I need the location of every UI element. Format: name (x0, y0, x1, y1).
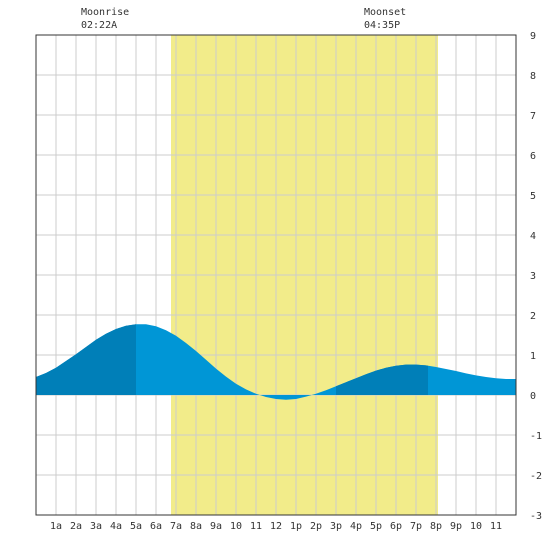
y-tick-label: 0 (530, 391, 536, 402)
y-tick-label: 6 (530, 151, 536, 162)
y-tick-label: 9 (530, 31, 536, 42)
x-tick-label: 7p (410, 521, 422, 532)
x-tick-label: 10 (470, 521, 482, 532)
plot-border (35, 34, 517, 516)
moonset-label: Moonset (364, 7, 406, 18)
y-tick-label: 5 (530, 191, 536, 202)
tide-area-dark-band (36, 324, 136, 395)
x-tick-label: 1p (290, 521, 302, 532)
x-tick-label: 4p (350, 521, 362, 532)
x-tick-label: 6p (390, 521, 402, 532)
x-tick-label: 2a (70, 521, 82, 532)
x-tick-labels: 1a 2a 3a 4a 5a 6a 7a 8a 9a 10 11 12 1p 2p 3p 4p 5p 6p 7p 8p… (50, 521, 502, 532)
moonrise-time: 02:22A (81, 20, 117, 31)
x-tick-label: 4a (110, 521, 122, 532)
moonset-time: 04:35P (364, 20, 400, 31)
y-tick-label: 4 (530, 231, 536, 242)
y-tick-label: -1 (530, 431, 542, 442)
x-tick-label: 3a (90, 521, 102, 532)
x-tick-label: 9a (210, 521, 222, 532)
y-tick-label: 3 (530, 271, 536, 282)
x-tick-label: 5p (370, 521, 382, 532)
x-tick-label: 12 (270, 521, 282, 532)
x-tick-label: 9p (450, 521, 462, 532)
y-tick-labels: 9 8 7 6 5 4 3 2 1 0 -1 -2 -3 (530, 31, 542, 522)
x-tick-label: 1a (50, 521, 62, 532)
x-tick-label: 2p (310, 521, 322, 532)
y-tick-label: 2 (530, 311, 536, 322)
x-tick-label: 3p (330, 521, 342, 532)
tide-area-dark-band (336, 364, 428, 395)
y-tick-label: -3 (530, 511, 542, 522)
y-tick-label: 8 (530, 71, 536, 82)
y-tick-label: 1 (530, 351, 536, 362)
x-tick-label: 11 (250, 521, 262, 532)
y-tick-label: -2 (530, 471, 542, 482)
moonrise-label: Moonrise (81, 7, 129, 18)
x-tick-label: 7a (170, 521, 182, 532)
x-tick-label: 5a (130, 521, 142, 532)
x-tick-label: 8a (190, 521, 202, 532)
x-tick-label: 8p (430, 521, 442, 532)
x-tick-label: 11 (490, 521, 502, 532)
tide-area-layer (36, 324, 516, 400)
y-tick-label: 7 (530, 111, 536, 122)
x-tick-label: 10 (230, 521, 242, 532)
x-tick-label: 6a (150, 521, 162, 532)
